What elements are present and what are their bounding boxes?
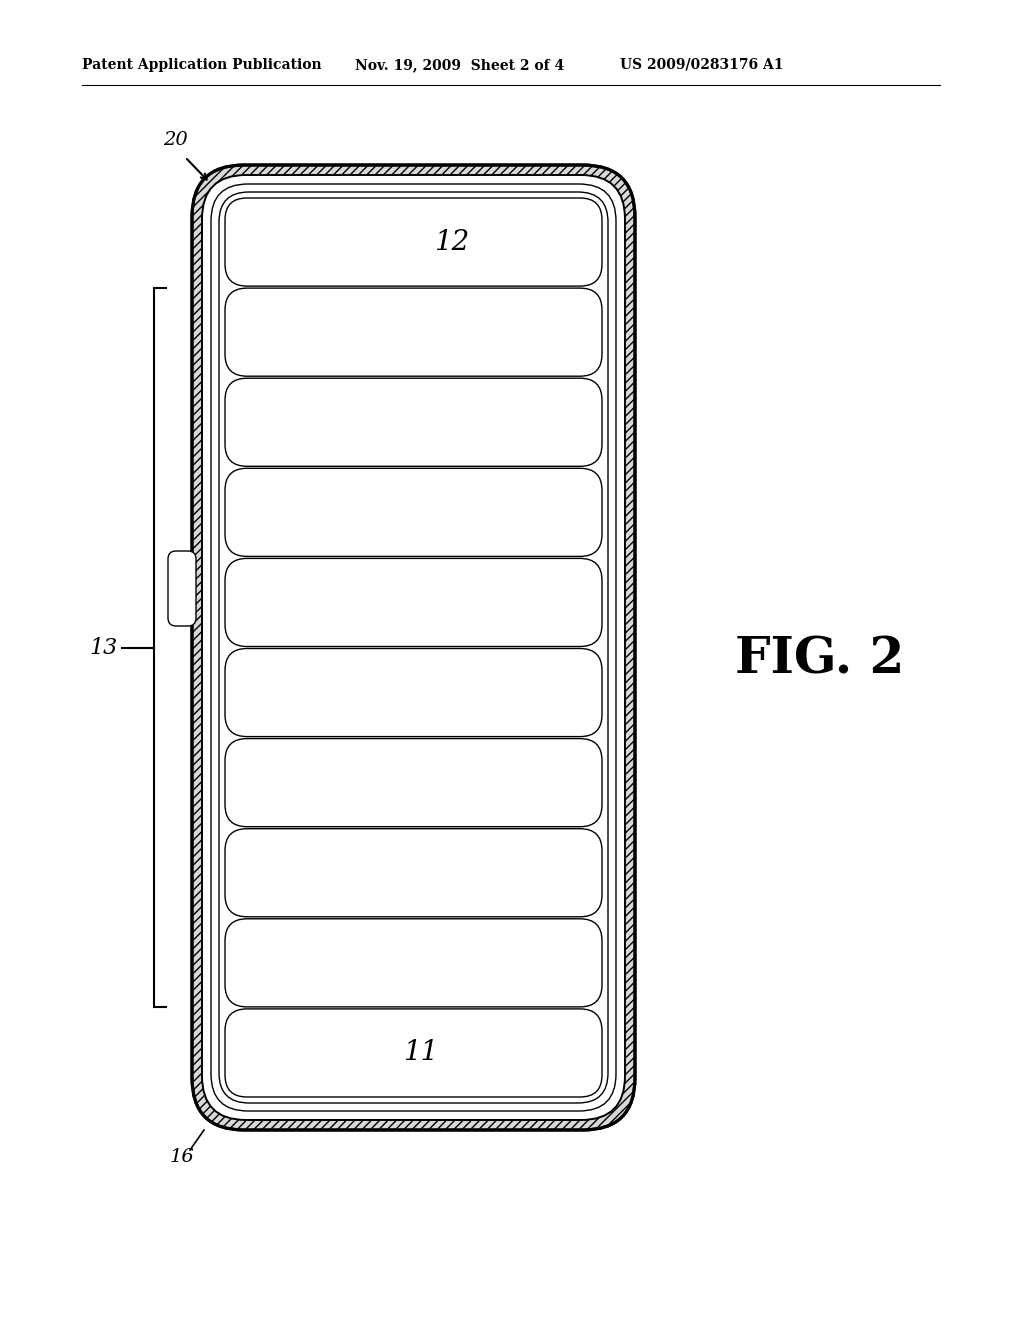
FancyBboxPatch shape [225,829,602,917]
FancyBboxPatch shape [225,198,602,286]
FancyBboxPatch shape [202,176,625,1119]
FancyBboxPatch shape [225,379,602,466]
Text: Nov. 19, 2009  Sheet 2 of 4: Nov. 19, 2009 Sheet 2 of 4 [355,58,564,73]
Text: 11: 11 [403,1039,438,1067]
Text: 16: 16 [170,1148,195,1166]
Text: 13: 13 [90,636,118,659]
Text: 20: 20 [163,131,187,149]
FancyBboxPatch shape [193,165,635,1130]
FancyBboxPatch shape [168,550,196,626]
Text: US 2009/0283176 A1: US 2009/0283176 A1 [620,58,783,73]
FancyBboxPatch shape [225,919,602,1007]
FancyBboxPatch shape [219,191,608,1104]
FancyBboxPatch shape [225,739,602,826]
FancyBboxPatch shape [225,469,602,557]
FancyBboxPatch shape [225,288,602,376]
Text: Patent Application Publication: Patent Application Publication [82,58,322,73]
Text: FIG. 2: FIG. 2 [735,635,904,685]
FancyBboxPatch shape [225,558,602,647]
FancyBboxPatch shape [225,1008,602,1097]
FancyBboxPatch shape [225,648,602,737]
Text: 12: 12 [433,228,469,256]
FancyBboxPatch shape [211,183,616,1111]
